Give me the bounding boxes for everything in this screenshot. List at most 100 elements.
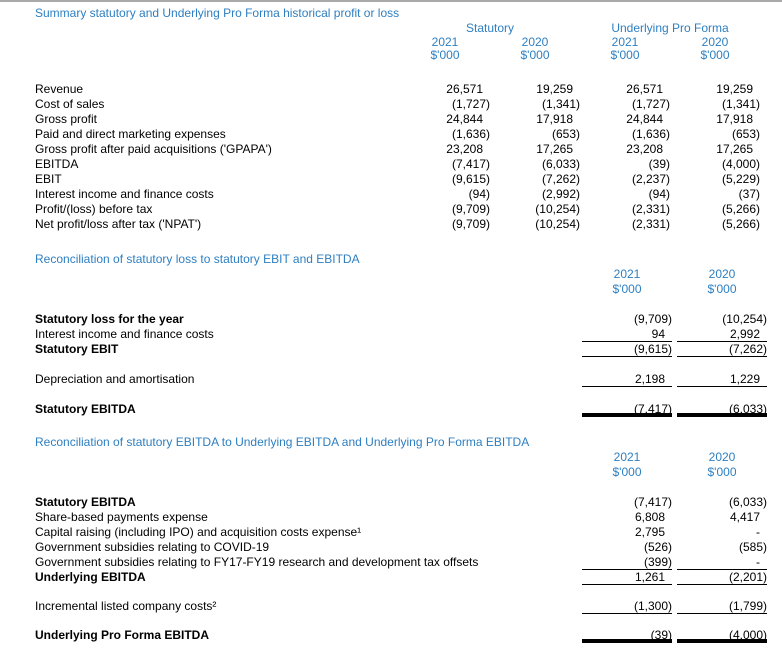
table-row: Capital raising (including IPO) and acqu… xyxy=(35,525,782,540)
year-header: 2020 xyxy=(521,35,549,49)
cell-value: (5,266) xyxy=(721,202,760,216)
cell-value: (1,341) xyxy=(541,97,580,111)
cell-value: 94 xyxy=(582,327,672,342)
cell-value: (2,201) xyxy=(677,570,767,585)
row-label: EBIT xyxy=(35,172,62,186)
spacer xyxy=(35,585,782,599)
cell-value: (653) xyxy=(551,127,580,141)
spacer xyxy=(35,62,782,82)
row-label: Underlying Pro Forma EBITDA xyxy=(35,628,210,642)
cell-value: 17,918 xyxy=(716,112,753,126)
row-label: Government subsidies relating to FY17-FY… xyxy=(35,555,479,569)
table-row: Statutory EBITDA (7,417) (6,033) xyxy=(35,402,782,417)
cell-value: (7,262) xyxy=(541,172,580,186)
cell-value: 23,208 xyxy=(626,142,663,156)
cell-value: (6,033) xyxy=(541,157,580,171)
financial-report-page: Summary statutory and Underlying Pro For… xyxy=(0,2,782,643)
unit-header-row: $'000 $'000 xyxy=(35,282,782,297)
cell-value: (7,417) xyxy=(451,157,490,171)
cell-value: 24,844 xyxy=(626,112,663,126)
year-header: 2020 xyxy=(708,450,736,464)
unit-header: $'000 xyxy=(707,282,737,296)
row-label: Gross profit xyxy=(35,112,98,126)
spacer-cell xyxy=(35,282,582,297)
row-label: Interest income and finance costs xyxy=(35,187,214,201)
cell-value: 17,918 xyxy=(536,112,573,126)
spacer-cell xyxy=(35,450,582,465)
row-label: Revenue xyxy=(35,82,84,96)
spacer-cell xyxy=(35,21,400,35)
year-header: 2021 xyxy=(613,267,641,281)
year-header: 2020 xyxy=(708,267,736,281)
row-label: Gross profit after paid acquisitions ('G… xyxy=(35,142,272,156)
cell-value: 2,795 xyxy=(634,525,665,539)
cell-value: (7,417) xyxy=(633,495,672,509)
cell-value: 26,571 xyxy=(446,82,483,96)
cell-value: (10,254) xyxy=(535,202,580,216)
table-row: EBIT (9,615) (7,262) (2,237) (5,229) xyxy=(35,172,782,187)
row-label: Statutory EBITDA xyxy=(35,402,136,416)
row-label: EBITDA xyxy=(35,157,79,171)
row-label: Statutory loss for the year xyxy=(35,312,184,326)
cell-value: 1,229 xyxy=(677,372,767,387)
spacer xyxy=(35,387,782,402)
table-row: Underlying EBITDA 1,261 (2,201) xyxy=(35,570,782,585)
table-row: Interest income and finance costs (94) (… xyxy=(35,187,782,202)
group-header-pro-forma: Underlying Pro Forma xyxy=(611,21,729,35)
cell-value: (1,636) xyxy=(631,127,670,141)
cell-value: 2,198 xyxy=(582,372,672,387)
cell-value: 19,259 xyxy=(716,82,753,96)
cell-value: (2,237) xyxy=(631,172,670,186)
row-label: Statutory EBIT xyxy=(35,342,119,356)
unit-header-row: $'000 $'000 xyxy=(35,465,782,480)
cell-value: (37) xyxy=(738,187,760,201)
cell-value: 24,844 xyxy=(446,112,483,126)
cell-value: 1,261 xyxy=(582,570,672,585)
table-row: EBITDA (7,417) (6,033) (39) (4,000) xyxy=(35,157,782,172)
cell-value: (4,000) xyxy=(721,157,760,171)
table-row: Gross profit after paid acquisitions ('G… xyxy=(35,142,782,157)
row-label: Interest income and finance costs xyxy=(35,327,214,341)
spacer-cell xyxy=(35,267,582,282)
cell-value: (10,254) xyxy=(722,312,767,326)
spacer xyxy=(35,614,782,628)
cell-value: (7,262) xyxy=(677,342,767,357)
column-group-header-row: Statutory Underlying Pro Forma xyxy=(35,21,782,35)
cell-value: (9,709) xyxy=(451,217,490,231)
group-header-statutory: Statutory xyxy=(465,21,515,35)
section-title-profit-loss: Summary statutory and Underlying Pro For… xyxy=(35,6,400,20)
year-header: 2021 xyxy=(611,35,639,49)
section-title-ebit-reconciliation: Reconciliation of statutory loss to stat… xyxy=(35,252,360,266)
unit-header: $'000 xyxy=(700,48,730,62)
cell-value: (9,709) xyxy=(451,202,490,216)
cell-value: (399) xyxy=(582,555,672,570)
year-header: 2021 xyxy=(431,35,459,49)
cell-value: (1,799) xyxy=(677,599,767,614)
spacer xyxy=(35,297,782,312)
cell-value: (653) xyxy=(731,127,760,141)
table-row: Statutory EBITDA (7,417) (6,033) xyxy=(35,495,782,510)
cell-value: (1,727) xyxy=(451,97,490,111)
row-label: Government subsidies relating to COVID-1… xyxy=(35,540,270,554)
cell-value: (1,341) xyxy=(721,97,760,111)
section-title-ebitda-reconciliation: Reconciliation of statutory EBITDA to Un… xyxy=(35,435,530,449)
cell-value: (39) xyxy=(582,628,672,643)
cell-value: 26,571 xyxy=(626,82,663,96)
table-row: Statutory EBIT (9,615) (7,262) xyxy=(35,342,782,357)
table-row: Underlying Pro Forma EBITDA (39) (4,000) xyxy=(35,628,782,643)
row-label: Depreciation and amortisation xyxy=(35,372,195,386)
table-row: Paid and direct marketing expenses (1,63… xyxy=(35,127,782,142)
unit-header: $'000 xyxy=(610,48,640,62)
year-header: 2021 xyxy=(613,450,641,464)
cell-value: 23,208 xyxy=(446,142,483,156)
unit-header: $'000 xyxy=(520,48,550,62)
unit-header: $'000 xyxy=(430,48,460,62)
unit-header-row: $'000 $'000 $'000 $'000 xyxy=(35,49,782,62)
cell-value: 4,417 xyxy=(729,510,760,524)
row-label: Share-based payments expense xyxy=(35,510,208,524)
spacer-cell xyxy=(35,49,400,62)
unit-header: $'000 xyxy=(612,282,642,296)
table-row: Depreciation and amortisation 2,198 1,22… xyxy=(35,372,782,387)
cell-value: - xyxy=(677,555,767,570)
cell-value: (4,000) xyxy=(677,628,767,643)
